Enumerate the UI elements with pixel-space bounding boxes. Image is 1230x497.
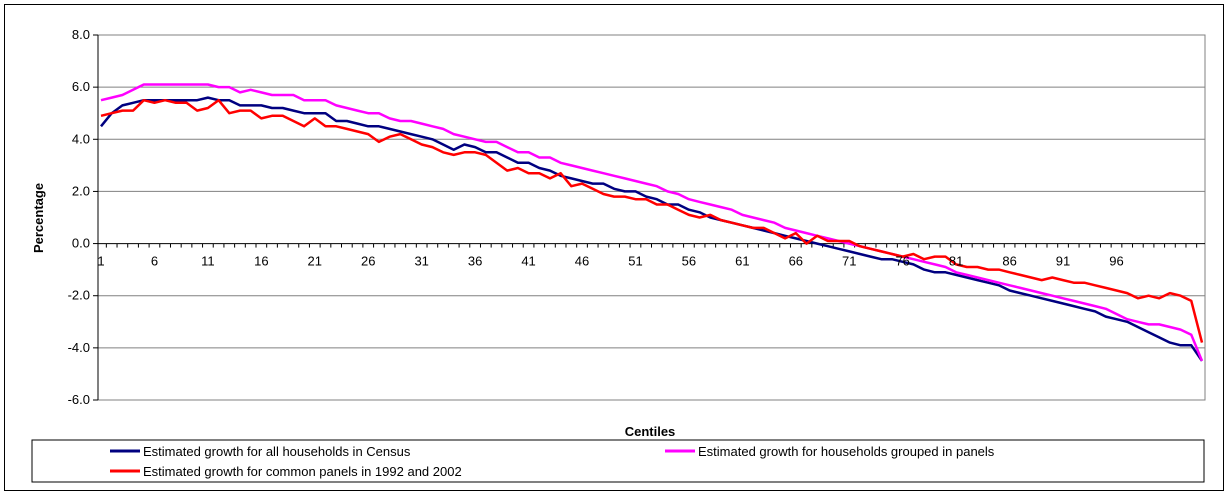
y-tick-label: -2.0 — [68, 288, 90, 303]
y-tick-label: -4.0 — [68, 340, 90, 355]
x-tick-label: 31 — [414, 254, 428, 269]
x-tick-label: 21 — [308, 254, 322, 269]
legend-label: Estimated growth for common panels in 19… — [143, 464, 462, 479]
x-tick-label: 6 — [151, 254, 158, 269]
y-tick-label: 2.0 — [72, 183, 90, 198]
series-line-2 — [100, 83, 1204, 362]
x-tick-label: 11 — [201, 254, 215, 269]
x-tick-label: 71 — [842, 254, 856, 269]
y-axis-title: Percentage — [31, 183, 46, 253]
x-tick-label: 86 — [1002, 254, 1016, 269]
y-tick-labels: 8.0 6.0 4.0 2.0 0.0 -2.0 -4.0 -6.0 — [68, 27, 90, 407]
x-tick-label: 16 — [254, 254, 268, 269]
legend-box — [31, 439, 1205, 483]
y-tick-label: -6.0 — [68, 392, 90, 407]
x-tick-label: 51 — [628, 254, 642, 269]
x-tick-labels: 1 6 11 16 21 26 31 36 41 46 51 56 61 66 71 76 81 86 91 96 — [97, 254, 1123, 269]
x-tick-label: 56 — [682, 254, 696, 269]
x-tick-label: 61 — [735, 254, 749, 269]
plot-area-border — [97, 34, 1206, 401]
x-tick-label: 1 — [97, 254, 104, 269]
x-tick-label: 26 — [361, 254, 375, 269]
x-axis-title: Centiles — [625, 424, 676, 439]
axes — [93, 34, 1205, 401]
y-tick-label: 8.0 — [72, 27, 90, 42]
legend-label: Estimated growth for all households in C… — [143, 444, 411, 459]
x-tick-label: 91 — [1056, 254, 1070, 269]
y-tick-label: 6.0 — [72, 79, 90, 94]
x-tick-label: 81 — [949, 254, 963, 269]
series-line-3 — [100, 98, 1204, 343]
legend: Estimated growth for all households in C… — [31, 439, 1205, 483]
series-line-1 — [100, 96, 1204, 362]
x-tick-label: 41 — [521, 254, 535, 269]
x-tick-label: 66 — [789, 254, 803, 269]
x-tick-label: 36 — [468, 254, 482, 269]
gridlines — [98, 34, 1205, 401]
plot-area — [97, 34, 1206, 401]
y-tick-label: 0.0 — [72, 236, 90, 251]
y-tick-label: 4.0 — [72, 131, 90, 146]
x-tick-label: 96 — [1109, 254, 1123, 269]
series-lines — [100, 83, 1204, 362]
x-tick-label: 46 — [575, 254, 589, 269]
legend-label: Estimated growth for households grouped … — [698, 444, 995, 459]
x-tick-label: 76 — [895, 254, 909, 269]
